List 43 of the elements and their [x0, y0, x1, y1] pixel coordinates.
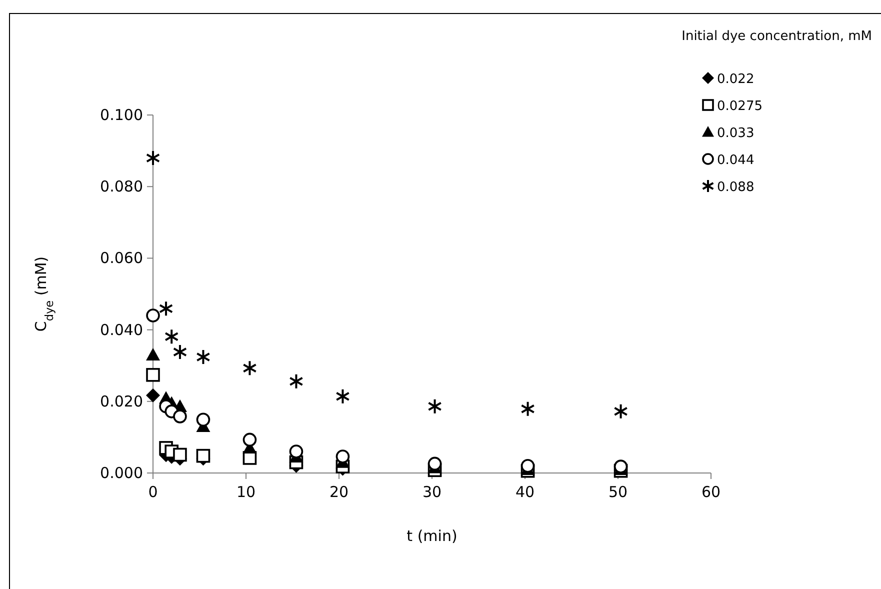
x-tick-label: 30: [422, 483, 442, 501]
legend-label: 0.044: [717, 153, 754, 168]
y-tick-label: 0.100: [100, 106, 143, 124]
point: [146, 388, 160, 402]
legend-label: 0.088: [717, 180, 754, 195]
y-tick-label: 0.080: [100, 178, 143, 196]
y-tick-label: 0.060: [100, 249, 143, 268]
legend-title: Initial dye concentration, mM: [682, 29, 872, 44]
point: [289, 373, 304, 390]
point: [196, 448, 210, 463]
legend-label: 0.0275: [717, 99, 762, 114]
point: [196, 412, 210, 427]
point: [614, 460, 628, 474]
point: [242, 360, 257, 376]
x-tick-label: 0: [148, 483, 158, 501]
point: [520, 458, 535, 473]
y-tick-label: 0.020: [100, 392, 143, 410]
x-tick-label: 10: [236, 483, 256, 501]
point: [520, 400, 535, 417]
legend-label: 0.033: [717, 126, 754, 141]
x-tick-label: 60: [701, 483, 721, 501]
point: [158, 300, 174, 317]
point: [614, 403, 628, 420]
point: [172, 344, 188, 360]
point: [428, 398, 442, 414]
point: [146, 348, 160, 360]
point: [173, 448, 187, 462]
point: [336, 388, 350, 404]
y-tick-label: 0.000: [100, 464, 143, 482]
point: [146, 150, 160, 166]
point: [164, 328, 179, 345]
point: [428, 456, 442, 471]
x-axis-title: t (min): [406, 527, 458, 545]
x-tick-label: 20: [329, 483, 349, 501]
point: [336, 450, 350, 464]
point: [289, 444, 304, 458]
x-tick-label: 40: [515, 483, 535, 501]
point: [146, 368, 160, 382]
x-tick-label: 50: [608, 483, 628, 501]
point: [146, 308, 160, 322]
legend-label: 0.022: [717, 72, 754, 87]
y-tick-label: 0.040: [100, 320, 143, 339]
point: [196, 349, 210, 366]
